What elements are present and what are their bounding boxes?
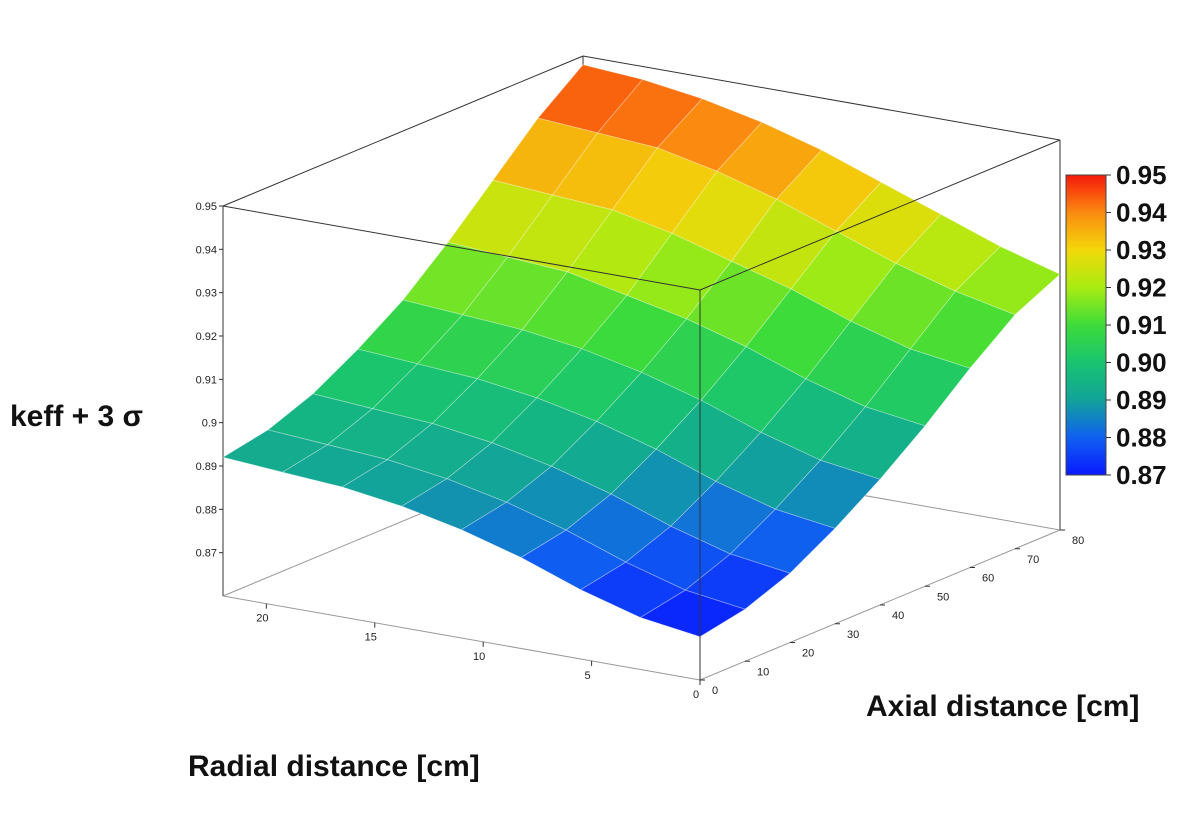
z-tick-label: 0.87 bbox=[196, 548, 217, 560]
z-tick-label: 0.92 bbox=[196, 331, 217, 343]
y-tick-label: 20 bbox=[802, 648, 814, 660]
surface-patch bbox=[221, 429, 329, 473]
colorbar-tick-label: 0.90 bbox=[1116, 348, 1167, 378]
y-tick-label: 30 bbox=[847, 629, 859, 641]
surface-patch bbox=[371, 363, 479, 424]
colorbar-tick-label: 0.87 bbox=[1116, 460, 1167, 490]
x-tick-label: 20 bbox=[256, 613, 268, 625]
z-axis-title: keff + 3 σ bbox=[10, 400, 143, 433]
colorbar-tick-label: 0.94 bbox=[1116, 198, 1167, 228]
colorbar-ticks: 0.87 0.88 0.89 0.90 0.91 0.92 0.93 0.94 0.95 bbox=[1106, 160, 1167, 490]
surface-patch bbox=[401, 478, 508, 531]
y-tick-label: 60 bbox=[982, 573, 994, 585]
z-tick-label: 0.91 bbox=[196, 374, 217, 386]
z-tick-label: 0.93 bbox=[196, 288, 217, 300]
z-tick-label: 0.95 bbox=[196, 201, 217, 213]
x-tick-label: 5 bbox=[585, 670, 591, 682]
y-axis-ticks: 0 10 20 30 40 50 60 70 80 bbox=[700, 529, 1084, 697]
y-tick-label: 80 bbox=[1072, 535, 1084, 547]
box-front bbox=[222, 139, 1061, 680]
colorbar-tick-label: 0.93 bbox=[1116, 235, 1167, 265]
box-edge bbox=[222, 205, 701, 291]
x-axis-ticks: 0 5 10 15 20 bbox=[256, 603, 701, 701]
y-axis-title: Axial distance [cm] bbox=[866, 690, 1139, 723]
z-tick-label: 0.88 bbox=[196, 504, 217, 516]
y-tick-label: 50 bbox=[937, 591, 949, 603]
y-tick-label: 70 bbox=[1027, 554, 1039, 566]
surface-patch bbox=[790, 230, 897, 322]
colorbar-gradient bbox=[1065, 174, 1107, 476]
colorbar-tick-label: 0.88 bbox=[1116, 423, 1167, 453]
z-tick-label: 0.89 bbox=[196, 461, 217, 473]
surface-patch bbox=[639, 589, 746, 638]
z-axis-ticks: 0.87 0.88 0.89 0.9 0.91 0.92 0.93 0.94 0.95 bbox=[196, 201, 223, 560]
x-axis-title: Radial distance [cm] bbox=[188, 750, 480, 783]
colorbar: 0.87 0.88 0.89 0.90 0.91 0.92 0.93 0.94 0.95 bbox=[1065, 160, 1167, 490]
surface-patch bbox=[611, 147, 718, 234]
box-edge bbox=[699, 139, 1061, 291]
y-tick-label: 10 bbox=[757, 666, 769, 678]
surface-patch bbox=[895, 213, 1002, 292]
y-tick-label: 40 bbox=[892, 610, 904, 622]
box-edge bbox=[582, 55, 1061, 141]
colorbar-tick-label: 0.89 bbox=[1116, 385, 1167, 415]
y-tick-label: 0 bbox=[712, 685, 718, 697]
box-edge bbox=[222, 595, 701, 681]
surface-mesh bbox=[221, 64, 1061, 638]
surface-patch bbox=[656, 98, 763, 172]
x-tick-label: 10 bbox=[473, 651, 485, 663]
z-tick-label: 0.9 bbox=[202, 418, 217, 430]
surface-patch bbox=[700, 346, 807, 433]
colorbar-tick-label: 0.92 bbox=[1116, 273, 1167, 303]
surface-patch bbox=[909, 290, 1016, 369]
x-tick-label: 0 bbox=[693, 689, 699, 701]
box-edge bbox=[222, 55, 584, 207]
surface-patch bbox=[341, 459, 448, 507]
colorbar-tick-label: 0.91 bbox=[1116, 310, 1167, 340]
z-tick-label: 0.94 bbox=[196, 244, 217, 256]
x-tick-label: 15 bbox=[365, 632, 377, 644]
colorbar-tick-label: 0.95 bbox=[1116, 160, 1167, 190]
